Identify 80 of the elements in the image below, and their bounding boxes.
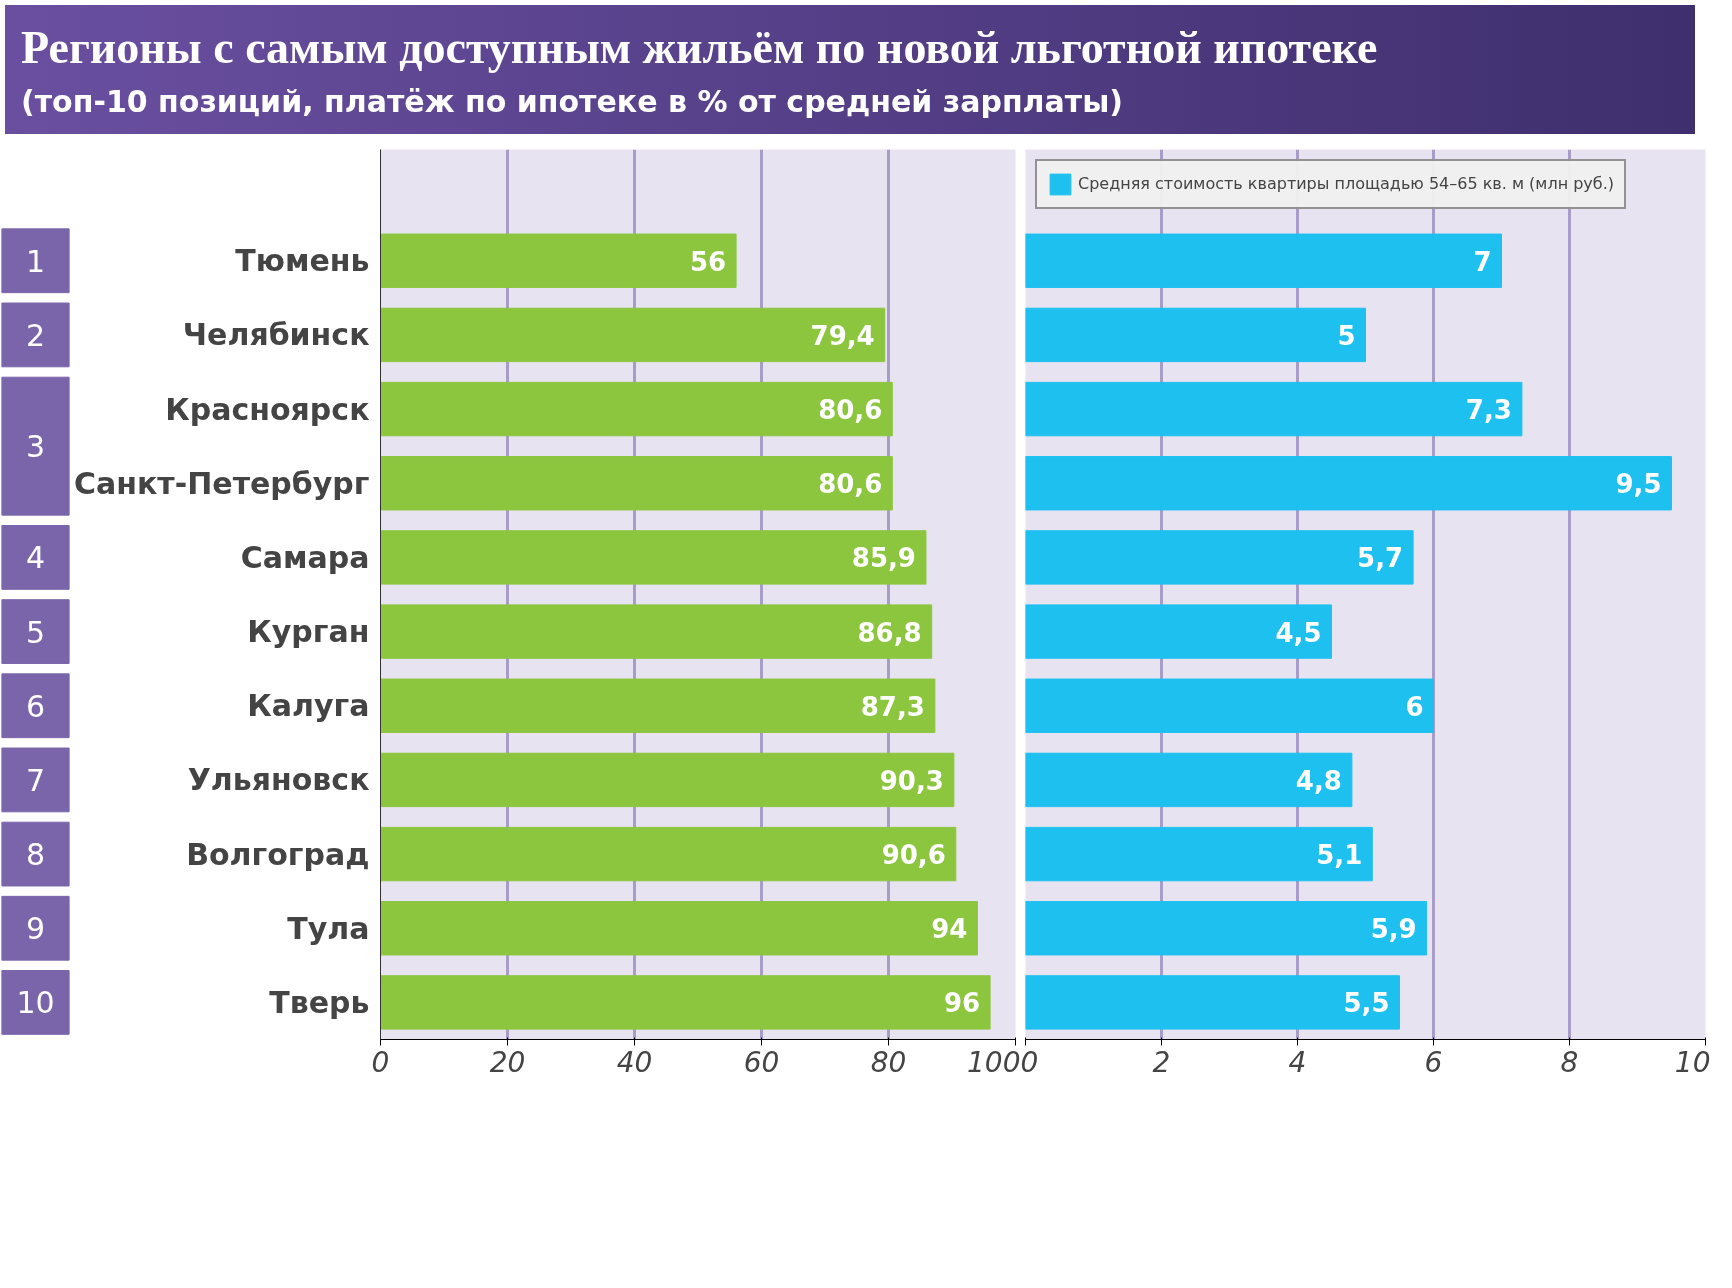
- data-label: 4,8: [1295, 765, 1342, 796]
- bar: [380, 826, 957, 881]
- bar: [380, 678, 936, 733]
- y-tick-label: Волгоград: [186, 836, 370, 872]
- y-tick-label: Тверь: [269, 984, 370, 1020]
- y-tick-label: Курган: [247, 613, 370, 649]
- text: 6: [25, 688, 46, 724]
- y-tick-label: Санкт-Петербург: [74, 465, 370, 501]
- y-tick-label: Калуга: [247, 687, 370, 723]
- data-label: 90,3: [879, 765, 944, 796]
- y-tick-label: Красноярск: [165, 391, 370, 427]
- x-tick-label: 40: [616, 1045, 653, 1079]
- text: 8: [25, 836, 46, 872]
- bar: [380, 233, 737, 288]
- data-label: 5: [1337, 320, 1356, 351]
- data-label: 96: [943, 987, 981, 1018]
- text: 3: [25, 428, 46, 464]
- legend-label: Средняя стоимость квартиры площадью 54–65 кв. м (млн руб.): [1078, 174, 1615, 194]
- data-label: 79,4: [810, 320, 875, 351]
- data-label: 87,3: [860, 691, 925, 722]
- bar: [1025, 900, 1428, 955]
- x-tick-label: 4: [1288, 1045, 1307, 1079]
- x-tick-label: 80: [870, 1045, 907, 1079]
- bar: [1025, 826, 1373, 881]
- chart-subtitle: (топ-10 позиций, платёж по ипотеке в % от средней зарплаты): [21, 82, 1125, 121]
- text: 2: [25, 317, 46, 353]
- text: 4: [25, 539, 46, 575]
- bar: [1025, 233, 1502, 288]
- text: 7: [25, 762, 46, 798]
- bar: [380, 752, 955, 807]
- data-label: 5,5: [1343, 987, 1390, 1018]
- data-label: 90,6: [881, 839, 946, 870]
- bar: [1025, 529, 1414, 585]
- data-label: 5,1: [1316, 839, 1363, 870]
- bar: [380, 381, 893, 436]
- data-label: 5,7: [1357, 542, 1404, 573]
- y-tick-label: Ульяновск: [187, 761, 370, 797]
- y-tick-label: Челябинск: [182, 316, 370, 352]
- data-label: 7,3: [1465, 394, 1512, 425]
- data-label: 7: [1473, 246, 1492, 277]
- x-tick-label: 0: [371, 1045, 390, 1079]
- bar: [1025, 307, 1366, 362]
- x-tick-label: 0: [1020, 1045, 1039, 1079]
- bar: [380, 529, 927, 585]
- bar: [1025, 974, 1400, 1030]
- data-label: 6: [1405, 691, 1424, 722]
- chart-title: Регионы с самым доступным жильём по новой льготной ипотеке: [21, 21, 1379, 75]
- x-tick-label: 2: [1152, 1045, 1171, 1079]
- data-label: 9,5: [1615, 468, 1662, 499]
- bar: [1025, 455, 1672, 510]
- x-tick-label: 6: [1424, 1045, 1443, 1079]
- data-label: 94: [931, 913, 968, 944]
- text: 5: [25, 614, 46, 650]
- text: 10: [16, 984, 55, 1020]
- x-tick-label: 10: [1674, 1045, 1711, 1079]
- bar: [380, 974, 991, 1030]
- bar: [380, 455, 893, 510]
- x-tick-label: 8: [1560, 1045, 1579, 1079]
- x-tick-label: 20: [489, 1045, 526, 1079]
- bar: [380, 900, 978, 955]
- y-tick-label: Самара: [240, 539, 370, 575]
- data-label: 5,9: [1370, 913, 1417, 944]
- data-label: 85,9: [851, 542, 916, 573]
- bar: [1025, 381, 1523, 436]
- data-label: 80,6: [818, 394, 883, 425]
- data-label: 56: [689, 246, 727, 277]
- x-tick-label: 100: [967, 1045, 1021, 1079]
- bar: [380, 307, 886, 362]
- text: 1: [25, 243, 46, 279]
- text: 9: [25, 910, 46, 946]
- data-label: 4,5: [1275, 617, 1322, 648]
- data-label: 86,8: [857, 617, 922, 648]
- x-tick-label: 60: [743, 1045, 780, 1079]
- bar: [1025, 678, 1434, 733]
- bar: [1025, 603, 1332, 659]
- bar: [380, 603, 933, 659]
- y-tick-label: Тула: [287, 910, 370, 946]
- y-tick-label: Тюмень: [235, 242, 370, 278]
- bar: [1025, 752, 1353, 807]
- data-label: 80,6: [818, 468, 883, 499]
